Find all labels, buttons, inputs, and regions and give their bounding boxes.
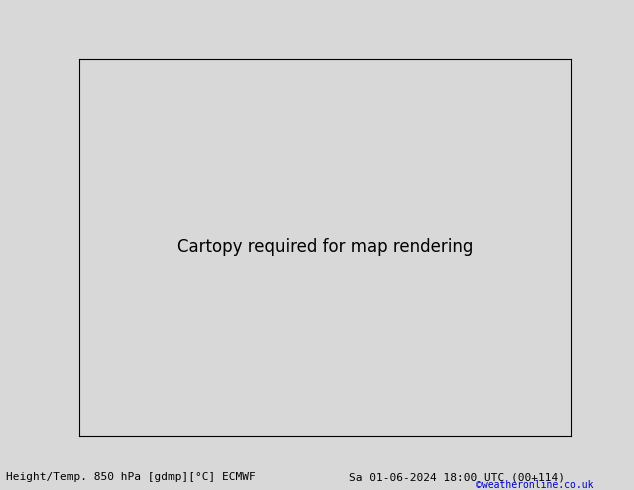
Text: Sa 01-06-2024 18:00 UTC (00+114): Sa 01-06-2024 18:00 UTC (00+114) <box>349 472 565 482</box>
Text: Cartopy required for map rendering: Cartopy required for map rendering <box>177 239 473 256</box>
Text: ©weatheronline.co.uk: ©weatheronline.co.uk <box>476 480 593 490</box>
Text: Height/Temp. 850 hPa [gdmp][°C] ECMWF: Height/Temp. 850 hPa [gdmp][°C] ECMWF <box>6 472 256 482</box>
